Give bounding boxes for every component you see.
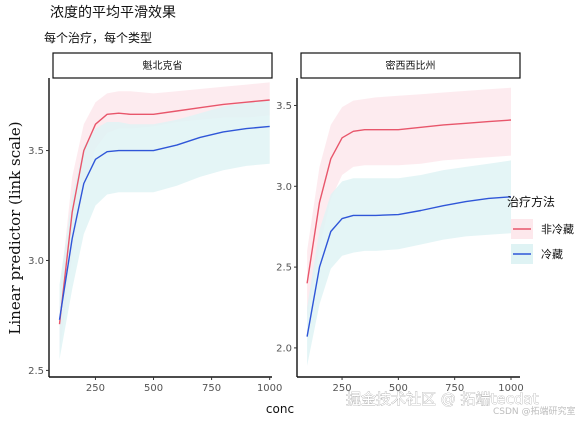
facet-strip-label: 魁北克省 [143,59,183,72]
legend-title: 治疗方法 [507,194,555,209]
y-tick-label: 2.0 [276,343,292,354]
y-tick-label: 3.0 [28,256,44,267]
chart-subtitle: 每个治疗，每个类型 [44,30,152,45]
x-axis-title: conc [266,402,294,416]
chart-title: 浓度的平均平滑效果 [50,4,176,21]
x-tick-label: 750 [445,383,464,394]
series-line-chilled [306,196,512,337]
watermark-text: 掘金技术社区 @ 拓端tecdat [346,390,539,408]
facet-strip [52,52,273,79]
legend-label-chilled: 冷藏 [541,248,563,261]
facet-strip-label: 密西西比州 [386,59,436,72]
series-line-non-chilled [58,99,270,325]
x-tick-label: 500 [389,383,408,394]
legend: 治疗方法 非冷藏 冷藏 [507,194,574,264]
legend-item-non-chilled: 非冷藏 [511,219,574,239]
facet-panel-quebec: 魁北克省 2.5 3.0 3.5 250 500 750 1000 [28,52,282,394]
y-tick-label: 2.5 [28,366,44,377]
x-tick-label: 750 [202,383,221,394]
confidence-band-chilled [59,100,270,360]
y-tick-label: 3.5 [276,101,292,112]
y-tick-label: 2.5 [276,263,292,274]
x-tick-label: 500 [144,383,163,394]
facet-panel-mississippi: 密西西比州 2.0 2.5 3.0 3.5 250 500 750 1000 [276,52,524,394]
x-tick-label: 1000 [257,383,282,394]
watermark-subtext: CSDN @拓端研究室 [493,405,576,417]
y-axis-title: Linear predictor (link scale) [6,121,24,334]
confidence-band-non-chilled [307,87,511,319]
legend-label-non-chilled: 非冷藏 [541,223,574,236]
facet-strip [300,52,521,79]
y-tick-label: 3.0 [276,182,292,193]
confidence-band-chilled [307,160,511,366]
x-tick-label: 1000 [498,383,523,394]
y-tick-label: 3.5 [28,146,44,157]
series-line-non-chilled [306,119,512,284]
legend-item-chilled: 冷藏 [511,244,563,264]
x-tick-label: 250 [333,383,352,394]
series-line-chilled [58,125,270,320]
x-tick-label: 250 [86,383,105,394]
